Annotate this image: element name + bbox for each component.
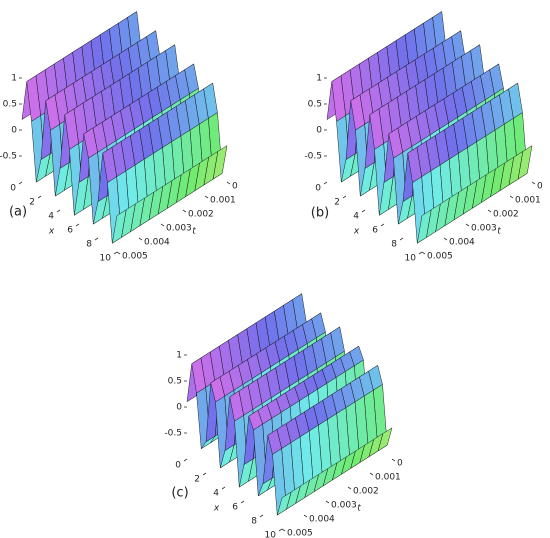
t-tick-label: 0.005 xyxy=(122,252,148,262)
x-tick xyxy=(18,181,23,185)
t-tick xyxy=(465,223,470,227)
z-tick-label: 0 xyxy=(316,126,322,136)
t-tick xyxy=(226,181,231,185)
t-tick-label: 0.004 xyxy=(309,515,335,525)
x-tick xyxy=(361,209,366,213)
t-tick xyxy=(160,223,165,227)
panel-label: (b) xyxy=(311,206,329,221)
x-tick-label: 2 xyxy=(334,198,340,208)
x-tick-label: 0 xyxy=(10,184,16,194)
x-tick xyxy=(342,195,347,199)
t-tick-label: 0 xyxy=(537,182,543,192)
t-tick xyxy=(204,195,209,199)
t-tick-label: 0.002 xyxy=(493,210,519,220)
t-axis-label: t xyxy=(497,227,501,237)
x-tick-label: 4 xyxy=(213,489,219,499)
surface-patch xyxy=(276,491,292,516)
x-tick-label: 8 xyxy=(391,240,397,250)
z-tick-label: 0 xyxy=(11,126,17,136)
t-tick-label: 0.005 xyxy=(287,529,313,538)
x-tick xyxy=(202,472,207,476)
t-tick-label: 0 xyxy=(397,459,403,469)
x-tick xyxy=(37,195,42,199)
z-tick-label: 1 xyxy=(176,351,182,361)
x-tick xyxy=(278,528,283,532)
x-axis-label: x xyxy=(353,227,360,237)
t-tick-label: 0.004 xyxy=(449,238,475,248)
panel-label: (a) xyxy=(9,205,27,220)
x-tick-label: 0 xyxy=(315,184,321,194)
z-tick-label: -0.5 xyxy=(0,152,17,162)
x-tick xyxy=(240,500,245,504)
t-tick xyxy=(531,181,536,185)
x-tick-label: 10 xyxy=(100,254,112,264)
x-tick xyxy=(380,223,385,227)
t-tick-label: 0 xyxy=(232,182,238,192)
x-axis-label: x xyxy=(48,227,55,237)
t-tick-label: 0.002 xyxy=(188,210,214,220)
x-tick xyxy=(94,237,99,241)
x-tick xyxy=(75,223,80,227)
t-tick-label: 0.001 xyxy=(515,196,541,206)
t-tick xyxy=(509,195,514,199)
x-tick xyxy=(399,237,404,241)
t-tick xyxy=(325,500,330,504)
t-tick-label: 0.003 xyxy=(471,224,497,234)
t-tick-label: 0.001 xyxy=(375,473,401,483)
t-tick xyxy=(281,528,286,532)
t-tick xyxy=(443,237,448,241)
t-tick xyxy=(182,209,187,213)
z-tick-label: 1 xyxy=(11,74,17,84)
x-tick-label: 6 xyxy=(232,503,238,513)
z-tick-label: 1 xyxy=(316,74,322,84)
x-axis-label: x xyxy=(213,504,220,514)
surface-patch xyxy=(416,209,432,244)
x-tick-label: 10 xyxy=(265,531,277,538)
x-tick xyxy=(113,251,118,255)
t-tick xyxy=(391,458,396,462)
z-tick-label: 0.5 xyxy=(168,377,182,387)
z-tick-label: 0.5 xyxy=(3,100,17,110)
z-tick-label: 0 xyxy=(176,403,182,413)
x-tick-label: 8 xyxy=(86,240,92,250)
x-tick-label: 4 xyxy=(353,212,359,222)
x-tick xyxy=(183,458,188,462)
t-tick xyxy=(138,237,143,241)
t-tick xyxy=(303,514,308,518)
z-tick-label: -0.5 xyxy=(304,152,322,162)
x-tick xyxy=(418,251,423,255)
t-axis-label: t xyxy=(192,227,196,237)
x-tick xyxy=(56,209,61,213)
x-tick-label: 8 xyxy=(251,517,257,527)
x-tick-label: 2 xyxy=(194,475,200,485)
surface-patch xyxy=(111,209,127,244)
t-tick-label: 0.002 xyxy=(353,487,379,497)
t-tick-label: 0.003 xyxy=(166,224,192,234)
t-tick-label: 0.001 xyxy=(210,196,236,206)
z-tick-label: -0.5 xyxy=(164,429,182,439)
x-tick-label: 6 xyxy=(67,226,73,236)
x-tick-label: 10 xyxy=(405,254,417,264)
x-tick xyxy=(323,181,328,185)
t-tick xyxy=(116,251,121,255)
t-tick-label: 0.005 xyxy=(427,252,453,262)
x-tick-label: 2 xyxy=(29,198,35,208)
t-axis-label: t xyxy=(357,504,361,514)
t-tick-label: 0.003 xyxy=(331,501,357,511)
t-tick xyxy=(487,209,492,213)
t-tick-label: 0.004 xyxy=(144,238,170,248)
z-tick-label: 0.5 xyxy=(308,100,322,110)
x-tick-label: 4 xyxy=(48,212,54,222)
x-tick xyxy=(259,514,264,518)
t-tick xyxy=(347,486,352,490)
t-tick xyxy=(369,472,374,476)
panel-label: (c) xyxy=(171,486,188,501)
t-tick xyxy=(421,251,426,255)
x-tick-label: 0 xyxy=(175,461,181,471)
x-tick-label: 6 xyxy=(372,226,378,236)
x-tick xyxy=(221,486,226,490)
